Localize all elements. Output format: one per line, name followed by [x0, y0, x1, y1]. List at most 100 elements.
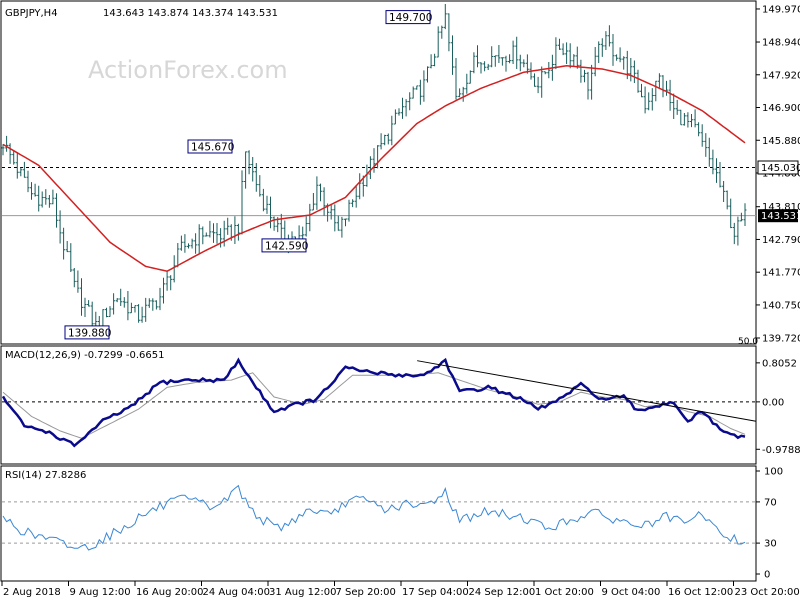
- ohlc-bar: [30, 182, 33, 200]
- ohlc-bar: [458, 88, 462, 98]
- ohlc-bar: [55, 193, 58, 228]
- ohlc-bar: [604, 31, 608, 50]
- macd-signal-line: [2, 372, 746, 439]
- ohlc-bar: [704, 133, 708, 157]
- ohlc-bar: [386, 133, 390, 145]
- time-axis-label: 24 Sep 12:00: [469, 587, 536, 598]
- ohlc-bar: [547, 62, 551, 79]
- ohlc-bar: [615, 54, 619, 61]
- current-price-tag: [758, 209, 798, 223]
- ohlc-bar: [533, 73, 536, 87]
- ohlc-bar: [536, 76, 540, 94]
- time-axis-label: 16 Oct 12:00: [668, 587, 733, 598]
- ohlc-bar: [219, 228, 223, 248]
- ohlc-bar: [254, 163, 258, 192]
- rsi-panel-frame: [0, 465, 757, 582]
- price-panel: ActionForex.com GBPJPY,H4 143.643 143.87…: [0, 0, 758, 347]
- time-axis: 2 Aug 2018 9 Aug 12:00 16 Aug 20:00 24 Aug …: [1, 581, 800, 598]
- ohlc-bar: [105, 307, 108, 318]
- ohlc-bar: [411, 86, 415, 99]
- ohlc-bar: [700, 124, 704, 147]
- ohlc-bar: [40, 191, 44, 208]
- ohlc-bar: [347, 199, 351, 222]
- ohlc-bar: [447, 13, 451, 52]
- ohlc-bar: [137, 304, 141, 323]
- ohlc-bar: [404, 99, 408, 117]
- ohlc-bar: [668, 79, 672, 111]
- ohlc-bar: [162, 277, 165, 304]
- ohlc-bar: [579, 59, 583, 83]
- ohlc-bar: [308, 203, 312, 232]
- ohlc-bar: [422, 70, 426, 102]
- ohlc-bar: [675, 99, 679, 115]
- ohlc-bar: [679, 109, 683, 126]
- ohlc-bar: [76, 270, 80, 293]
- rsi-panel: RSI(14) 27.8286: [0, 465, 757, 582]
- ohlc-bar: [415, 85, 419, 90]
- price-axis-label: 149.970: [762, 4, 800, 15]
- ohlc-bar: [672, 93, 676, 119]
- time-axis-label: 23 Oct 20:00: [735, 587, 800, 598]
- ohlc-bar: [83, 297, 87, 317]
- rsi-axis-label: 0: [764, 570, 770, 581]
- ohlc-bar: [443, 4, 447, 30]
- price-axis-label: 148.940: [762, 38, 800, 49]
- ohlc-bar: [269, 196, 272, 229]
- ohlc-bar: [729, 198, 733, 229]
- macd-axis-label: -0.9788: [762, 445, 800, 456]
- ohlc-bar: [697, 122, 701, 137]
- ohlc-bar: [1, 144, 5, 156]
- price-tag-box: [187, 139, 233, 154]
- price-axis-label: 142.790: [762, 235, 800, 246]
- ohlc-bar: [383, 134, 387, 146]
- ohlc-bar: [590, 64, 594, 100]
- ohlc-bar: [15, 152, 19, 179]
- ohlc-bar: [351, 199, 355, 208]
- ohlc-bar: [179, 235, 183, 251]
- ohlc-bar: [433, 53, 437, 67]
- ohlc-bar: [682, 113, 686, 126]
- ohlc-bar: [715, 158, 718, 183]
- ohlc-bar: [354, 185, 358, 208]
- ohlc-bar: [69, 243, 73, 272]
- ohlc-bar: [597, 41, 601, 63]
- rsi-axis: 100 70 30 0: [756, 467, 783, 581]
- ohlc-bar: [212, 223, 215, 243]
- level-price-text: 145.030: [761, 163, 800, 174]
- time-axis-label: 9 Oct 04:00: [602, 587, 661, 598]
- macd-title: MACD(12,26,9) -0.7299 -0.6651: [5, 350, 165, 361]
- ohlc-bar: [743, 203, 747, 226]
- ohlc-bar: [479, 62, 483, 74]
- ohlc-bar: [226, 217, 230, 235]
- price-tag-box: [385, 10, 431, 25]
- ohlc-bar: [522, 59, 526, 68]
- ohlc-bar: [176, 243, 180, 268]
- ohlc-bar: [451, 35, 454, 75]
- ohlc-bar: [108, 306, 112, 317]
- ohlc-bar: [543, 71, 547, 75]
- ohlc-bar: [390, 115, 394, 146]
- ohlc-bar: [711, 149, 715, 175]
- ohlc-bar: [622, 56, 626, 70]
- price-tags: 149.700 145.670 142.590 139.880: [64, 10, 432, 340]
- ohlc-bar: [732, 222, 736, 245]
- price-tag-text: 139.880: [68, 327, 111, 339]
- ohlc-bar: [600, 38, 604, 57]
- ohlc-bar: [5, 135, 9, 152]
- symbol-label: GBPJPY,H4: [5, 8, 58, 19]
- ohlc-bar: [258, 175, 262, 197]
- time-axis-label: 16 Aug 20:00: [136, 587, 203, 598]
- ohlc-bars: [1, 4, 747, 333]
- ohlc-bar: [147, 298, 151, 308]
- ohlc-bar: [319, 183, 322, 202]
- ohlc-bar: [12, 150, 16, 165]
- ohlc-bar: [739, 212, 743, 222]
- ohlc-bar: [568, 43, 572, 69]
- rsi-axis-label: 100: [764, 467, 783, 478]
- ohlc-bar: [47, 195, 51, 208]
- price-axis-label: 139.720: [762, 334, 800, 345]
- macd-panel: MACD(12,26,9) -0.7299 -0.6651: [0, 345, 757, 465]
- ohlc-bar: [490, 46, 494, 68]
- ohlc-bar: [665, 80, 668, 96]
- ohlc-bar: [461, 86, 465, 102]
